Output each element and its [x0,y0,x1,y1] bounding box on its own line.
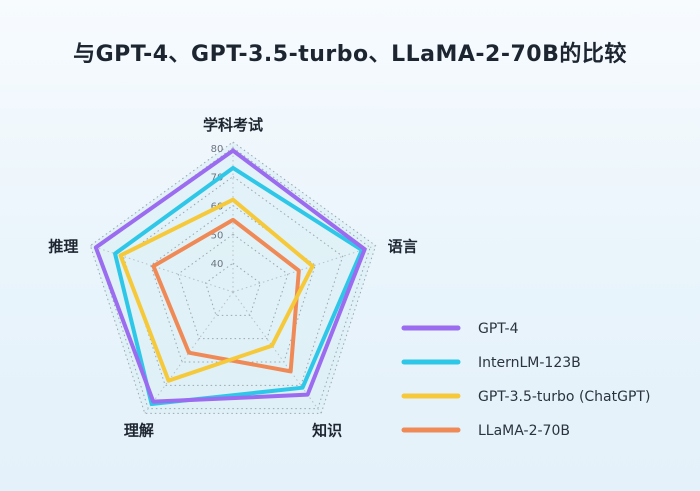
legend-entry-label: GPT-3.5-turbo (ChatGPT) [478,389,650,405]
chart-title: 与GPT-4、GPT-3.5-turbo、LLaMA-2-70B的比较 [73,42,627,67]
series-polygon [113,165,364,407]
radial-tick-label: 80 [211,144,224,155]
radar-grid [89,141,377,414]
radar-grid-ring [95,147,371,410]
legend-entry-label: InternLM-123B [478,355,581,371]
series-polygon [151,217,301,374]
axis-label: 学科考试 [203,116,263,134]
axis-label: 语言 [388,238,418,256]
radar-grid-ring [122,175,344,386]
legend-entry-label: LLaMA-2-70B [478,423,570,439]
legend: GPT-4 InternLM-123B GPT-3.5-turbo (ChatGPT… [401,321,650,439]
series-polygon [118,197,315,383]
axis-label: 知识 [312,421,342,439]
series-polygon [93,148,367,404]
axis-label: 理解 [124,421,154,439]
axis-label: 推理 [48,238,78,256]
legend-entry-label: GPT-4 [478,321,519,337]
radar-grid-ring [204,262,262,316]
radar-grid-ring [150,204,316,363]
radial-tick-label: 50 [211,230,224,241]
radar-series [93,148,367,407]
radial-tick-label: 40 [211,259,224,270]
